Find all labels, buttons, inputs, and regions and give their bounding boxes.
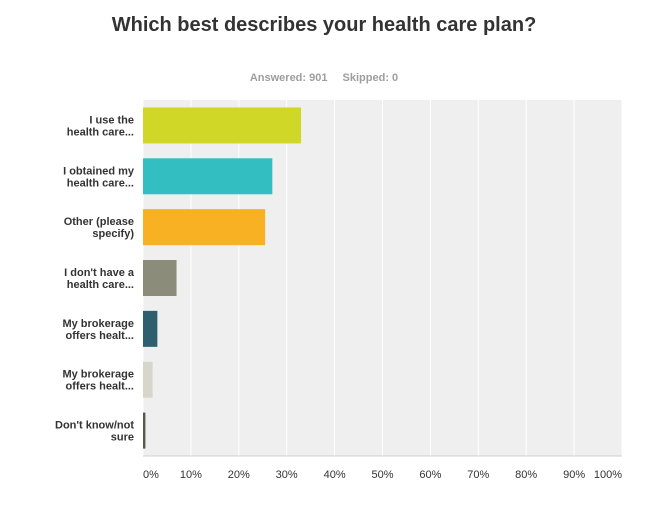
category-label: My brokerage offers healt... [62, 318, 134, 342]
x-tick-label: 40% [324, 469, 346, 481]
bar [143, 107, 302, 144]
x-tick-label: 80% [515, 469, 537, 481]
bar [143, 361, 153, 398]
category-label: My brokerage offers healt... [62, 369, 134, 393]
x-tick-label: 100% [594, 469, 622, 481]
category-label: I obtained my health care... [63, 165, 135, 189]
x-tick-label: 20% [228, 469, 250, 481]
x-tick-label: 10% [180, 469, 202, 481]
x-tick-label: 70% [467, 469, 489, 481]
x-tick-label: 0% [143, 469, 159, 481]
bar [143, 158, 273, 195]
skipped-count: Skipped: 0 [342, 72, 399, 84]
bar [143, 209, 266, 246]
bar [143, 412, 146, 449]
bar [143, 310, 158, 347]
x-tick-label: 90% [563, 469, 585, 481]
chart-title: Which best describes your health care pl… [111, 14, 537, 36]
category-label: I don't have a health care... [64, 267, 135, 291]
bar [143, 260, 177, 296]
category-label: Other (please specify) [64, 216, 135, 240]
x-tick-label: 30% [276, 469, 298, 481]
category-label: Don't know/not sure [55, 420, 134, 444]
x-tick-label: 60% [419, 469, 441, 481]
response-stats: Answered: 901 Skipped: 0 [0, 72, 648, 84]
category-label: I use the health care... [67, 114, 134, 138]
answered-count: Answered: 901 [249, 72, 328, 84]
x-tick-label: 50% [371, 469, 393, 481]
